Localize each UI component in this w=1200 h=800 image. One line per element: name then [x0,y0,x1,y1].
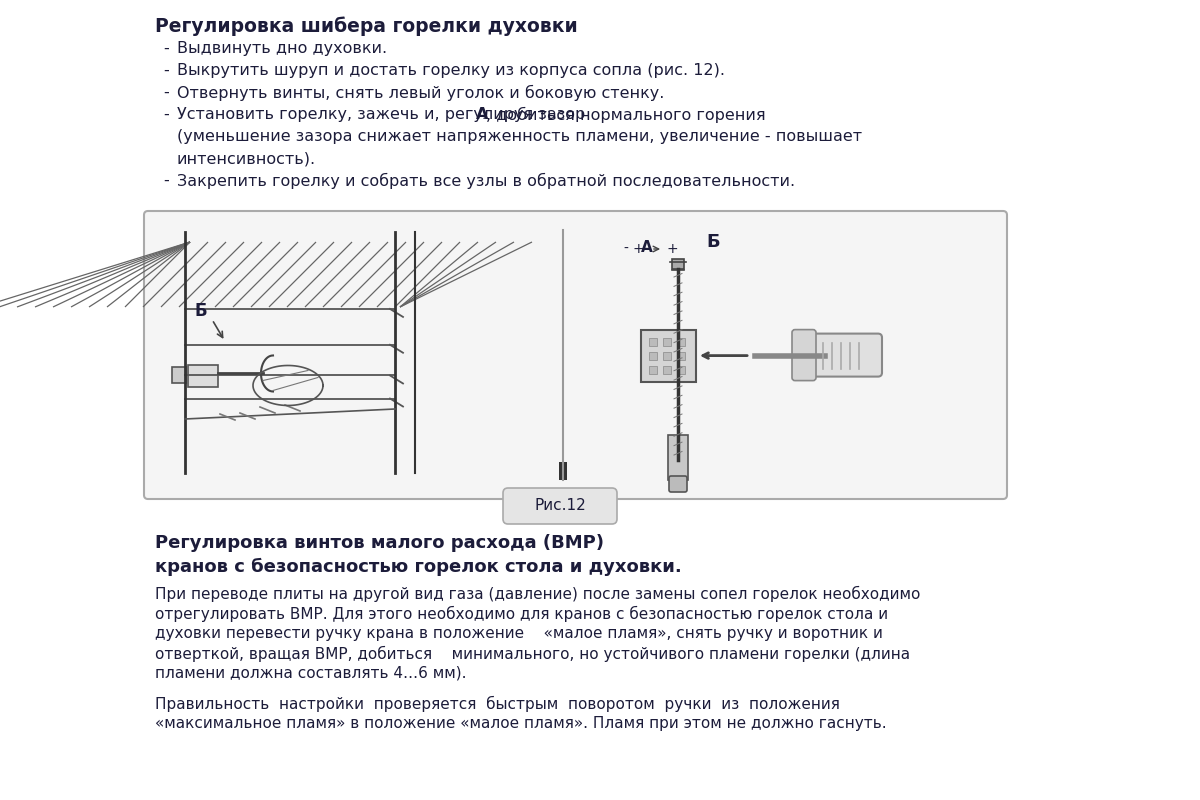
FancyBboxPatch shape [144,211,1007,499]
Text: интенсивность).: интенсивность). [178,151,316,166]
Text: -: - [163,107,169,122]
Bar [672,259,684,269]
Bar [662,338,671,346]
Bar [641,330,696,382]
FancyBboxPatch shape [809,334,882,377]
Text: Регулировка винтов малого расхода (ВМР): Регулировка винтов малого расхода (ВМР) [155,534,604,552]
FancyBboxPatch shape [670,476,686,492]
Text: +: + [666,242,678,256]
Text: , добиться нормального горения: , добиться нормального горения [486,107,766,123]
Text: Б: Б [706,233,720,251]
Text: Выдвинуть дно духовки.: Выдвинуть дно духовки. [178,41,388,56]
Bar [172,367,186,383]
FancyBboxPatch shape [792,330,816,381]
FancyBboxPatch shape [503,488,617,524]
Text: А: А [476,107,488,122]
Text: -: - [163,41,169,56]
Text: +: + [634,242,644,256]
Bar [677,338,685,346]
Text: Регулировка шибера горелки духовки: Регулировка шибера горелки духовки [155,16,577,35]
Bar [649,366,658,374]
Bar [677,366,685,374]
Text: A: A [641,239,653,254]
Text: Установить горелку, зажечь и, регулируя зазор: Установить горелку, зажечь и, регулируя … [178,107,590,122]
Bar [649,352,658,360]
Bar [662,352,671,360]
Text: Отвернуть винты, снять левый уголок и боковую стенку.: Отвернуть винты, снять левый уголок и бо… [178,85,665,101]
Bar [559,462,568,480]
Text: Рис.12: Рис.12 [534,498,586,514]
Text: духовки перевести ручку крана в положение    «малое пламя», снять ручку и воротн: духовки перевести ручку крана в положени… [155,626,883,641]
Text: -: - [163,173,169,188]
Text: отрегулировать ВМР. Для этого необходимо для кранов с безопасностью горелок стол: отрегулировать ВМР. Для этого необходимо… [155,606,888,622]
Text: -: - [623,242,628,256]
Text: При переводе плиты на другой вид газа (давление) после замены сопел горелок необ: При переводе плиты на другой вид газа (д… [155,586,920,602]
Text: Б: Б [194,302,208,321]
Bar [662,366,671,374]
Text: кранов с безопасностью горелок стола и духовки.: кранов с безопасностью горелок стола и д… [155,558,682,576]
Text: (уменьшение зазора снижает напряженность пламени, увеличение - повышает: (уменьшение зазора снижает напряженность… [178,129,862,144]
Text: пламени должна составлять 4…6 мм).: пламени должна составлять 4…6 мм). [155,666,467,681]
Bar [188,366,218,387]
Text: -: - [163,63,169,78]
Text: отверткой, вращая ВМР, добиться    минимального, но устойчивого пламени горелки : отверткой, вращая ВМР, добиться минималь… [155,646,910,662]
Bar [649,338,658,346]
Text: Закрепить горелку и собрать все узлы в обратной последовательности.: Закрепить горелку и собрать все узлы в о… [178,173,796,189]
Text: «максимальное пламя» в положение «малое пламя». Пламя при этом не должно гаснуть: «максимальное пламя» в положение «малое … [155,716,887,731]
Bar [677,352,685,360]
Bar [668,435,688,480]
Text: -: - [163,85,169,100]
Text: Выкрутить шуруп и достать горелку из корпуса сопла (рис. 12).: Выкрутить шуруп и достать горелку из кор… [178,63,725,78]
Text: Правильность  настройки  проверяется  быстрым  поворотом  ручки  из  положения: Правильность настройки проверяется быстр… [155,696,840,712]
